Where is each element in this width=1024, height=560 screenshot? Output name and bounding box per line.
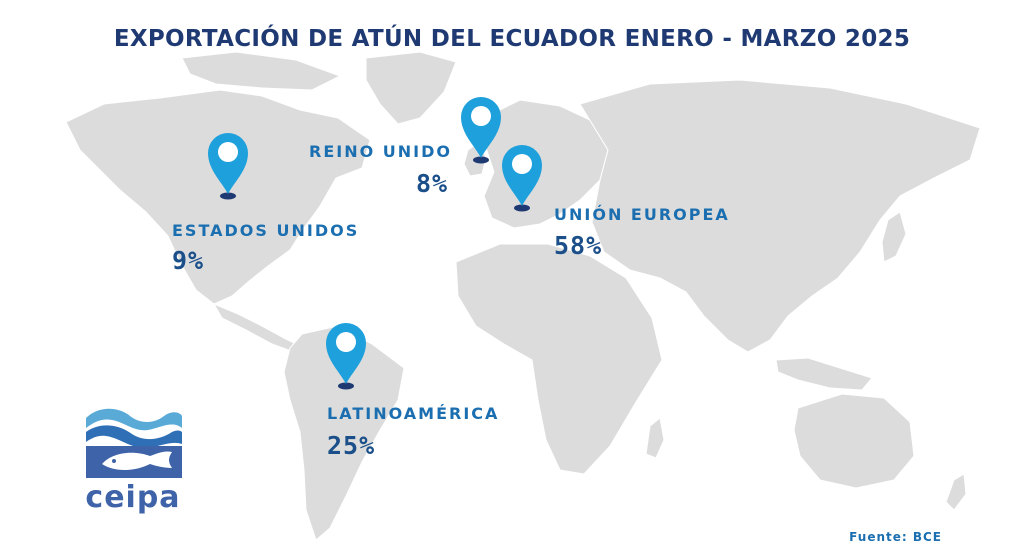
source-note: Fuente: BCE: [849, 530, 942, 544]
pin-eu-icon: [502, 145, 542, 212]
central-america-landmass: [212, 302, 301, 353]
ceipa-logo-text: ceipa: [85, 480, 181, 515]
region-value-eu: 58%: [554, 231, 603, 260]
europe-landmass: [483, 99, 609, 229]
region-label-latam: LATINOAMÉRICA: [327, 404, 500, 423]
region-label-usa: ESTADOS UNIDOS: [172, 221, 360, 240]
region-value-usa: 9%: [172, 246, 205, 275]
indonesia-landmass: [775, 357, 873, 391]
madagascar-landmass: [645, 417, 665, 459]
south-america-landmass: [283, 325, 405, 541]
asia-landmass: [579, 79, 981, 353]
region-label-uk: REINO UNIDO: [309, 142, 452, 161]
page-title: EXPORTACIÓN DE ATÚN DEL ECUADOR ENERO - …: [113, 26, 911, 52]
north-america-landmass: [65, 89, 371, 305]
pin-usa-icon: [208, 133, 248, 200]
japan-landmass: [881, 211, 907, 263]
arctic-islands: [181, 51, 342, 91]
region-value-latam: 25%: [327, 431, 376, 460]
greenland-landmass: [365, 51, 457, 125]
africa-landmass: [455, 243, 663, 475]
ceipa-logo-icon: [86, 408, 182, 478]
australia-landmass: [793, 393, 915, 489]
region-value-uk: 8%: [416, 169, 449, 198]
pin-uk-icon: [461, 97, 501, 164]
pin-latam-icon: [326, 323, 366, 390]
new-zealand-landmass: [945, 473, 967, 511]
region-label-eu: UNIÓN EUROPEA: [554, 205, 730, 224]
